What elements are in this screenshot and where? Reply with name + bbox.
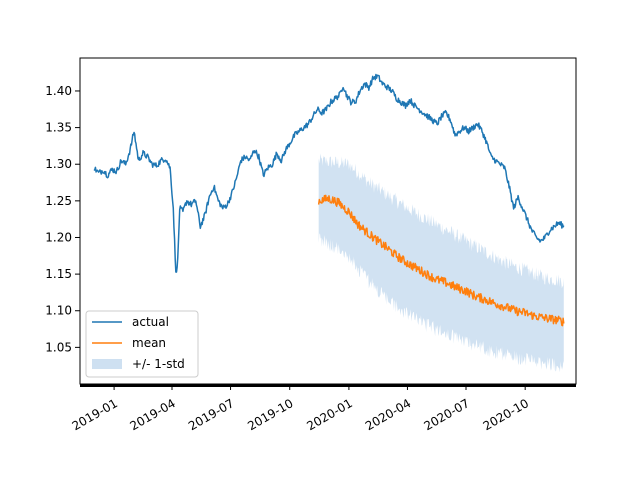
y-tick-label: 1.25	[45, 194, 72, 208]
legend: actual mean +/- 1-std	[85, 310, 199, 378]
actual-series-layer	[93, 73, 565, 273]
legend-label-actual: actual	[132, 315, 169, 329]
legend-swatch-std	[92, 359, 122, 369]
y-tick-label: 1.30	[45, 157, 72, 171]
actual-series-line	[93, 73, 565, 273]
mean-series-line	[317, 194, 565, 327]
std-band-layer	[318, 153, 564, 373]
y-tick-label: 1.35	[45, 121, 72, 135]
y-axis: 1.05 1.10 1.15 1.20 1.25 1.30 1.35 1.40	[45, 84, 80, 354]
y-tick-label: 1.15	[45, 267, 72, 281]
y-tick-label: 1.10	[45, 304, 72, 318]
std-band-area	[318, 153, 564, 373]
mean-series-layer	[317, 194, 565, 327]
y-tick-label: 1.20	[45, 230, 72, 244]
y-tick-label: 1.40	[45, 84, 72, 98]
legend-label-std: +/- 1-std	[132, 357, 185, 371]
y-tick-label: 1.05	[45, 340, 72, 354]
legend-label-mean: mean	[132, 336, 166, 350]
x-axis-minor-ticks-band	[80, 384, 576, 387]
